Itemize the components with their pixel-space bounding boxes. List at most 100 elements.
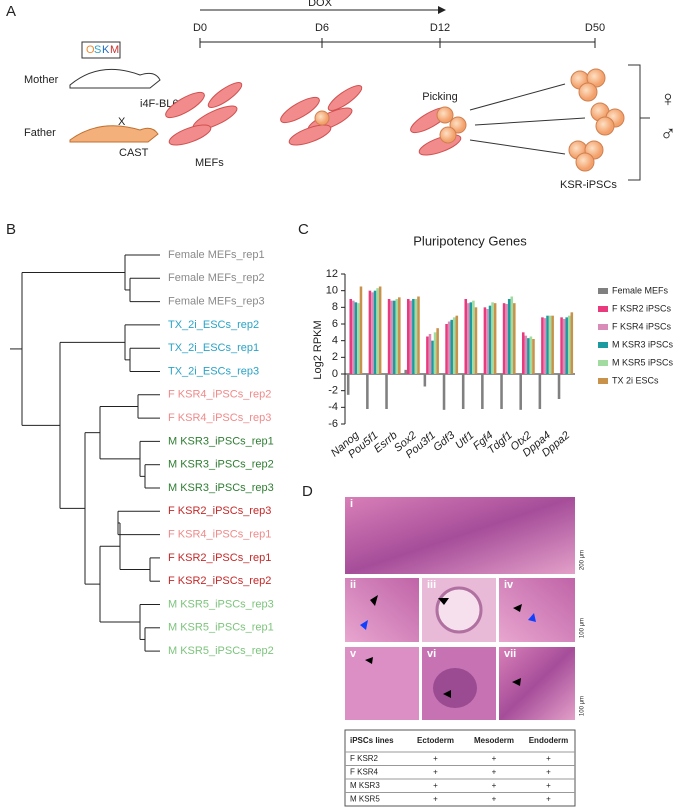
bar [521,332,525,374]
y-axis-label: Log2 RPKM [312,320,324,379]
leaf-label: M KSR5_iPSCs_rep3 [168,598,274,610]
legend-swatch [598,360,608,366]
mouse-white [69,68,161,89]
image [499,578,575,642]
bar [359,286,363,374]
y-tick-label: 6 [332,318,338,330]
bar [538,374,542,409]
image [345,497,575,574]
legend-label: M KSR5 iPSCs [612,357,674,367]
legend-swatch [598,324,608,330]
bar [373,290,377,374]
legend-label: TX 2i ESCs [612,375,659,385]
bar [474,307,478,374]
image-label: v [350,648,357,660]
bar [392,300,396,374]
panel-label: C [298,221,309,238]
table-cell: + [492,794,497,803]
chart: -6-4-2024681012NanogPou5f1EsrrbSox2Pou3f… [326,268,674,461]
bar [442,374,446,410]
bar [524,335,528,374]
leaf-label: F KSR2_iPSCs_rep3 [168,505,271,517]
bar [455,315,459,374]
leaf-label: Female MEFs_rep2 [168,272,265,284]
table-cell: M KSR3 [350,781,380,790]
table-cell: + [433,754,438,763]
ipsc-colonies [314,68,625,172]
table-cell: F KSR2 [350,754,379,763]
bar [543,318,547,374]
y-tick-label: -2 [328,385,338,397]
picking: Picking [422,91,457,103]
day: D50 [585,22,605,34]
legend-swatch [598,342,608,348]
y-tick-label: 10 [326,285,338,297]
image-label: vii [504,648,516,660]
scale-bar: 200 μm [580,550,586,570]
legend-label: Female MEFs [612,285,669,295]
bar [469,302,473,374]
table-cell: + [546,794,551,803]
leaf-label: F KSR2_iPSCs_rep1 [168,552,271,564]
bar [385,374,388,409]
bar [349,299,353,374]
bar [445,324,448,374]
bar [412,299,415,374]
leaf-label: F KSR2_iPSCs_rep2 [168,575,271,587]
x-tick-label: Utf1 [453,429,476,451]
legend-swatch [598,306,608,312]
bar [483,307,487,374]
image-label: i [350,498,353,510]
structure [435,586,483,634]
ksr-ipscs-label: KSR-iPSCs [560,179,617,191]
bar [488,305,492,374]
bar [352,300,355,374]
bar [491,302,494,374]
image-label: ii [350,579,356,591]
bar [398,297,401,374]
table-header: Mesoderm [474,736,514,745]
bar [527,338,530,374]
bar [500,374,503,409]
table-cell: F KSR4 [350,767,379,776]
bar [387,299,391,374]
bar [433,332,437,374]
bar [368,290,372,374]
legend-swatch [598,288,608,294]
female-symbol: ♀ [660,86,677,111]
bar [570,312,574,374]
image-label: vi [427,648,436,660]
leaf-label: F KSR4_iPSCs_rep2 [168,389,271,401]
y-tick-label: 8 [332,301,338,313]
bar [467,303,470,374]
father-strain: CAST [119,147,149,159]
bar [493,303,497,374]
bar [461,374,465,409]
table-cell: + [492,781,497,790]
timeline-ticks [199,38,596,48]
bar [404,369,407,374]
oskm-m: M [110,44,119,56]
structure [433,668,477,708]
legend-label: F KSR2 iPSCs [612,303,672,313]
arrowheads [365,595,522,698]
bar [560,317,563,374]
chart-title: Pluripotency Genes [413,233,527,248]
dox-label: DOX [308,0,333,9]
mouse-brown [69,125,159,143]
male-symbol: ♂ [660,121,677,146]
bar [378,286,382,374]
leaf-label: F KSR4_iPSCs_rep1 [168,529,271,541]
scale-bar: 100 μm [580,618,586,638]
bar [510,296,514,374]
bar [507,299,511,374]
bar [551,315,554,374]
bar [371,292,374,374]
bar [481,374,484,409]
bar [557,374,561,399]
oskm-k: K [102,44,110,56]
table-cell: + [433,781,438,790]
table-cell: + [492,754,497,763]
table-header: Ectoderm [417,736,454,745]
bar [464,299,468,374]
